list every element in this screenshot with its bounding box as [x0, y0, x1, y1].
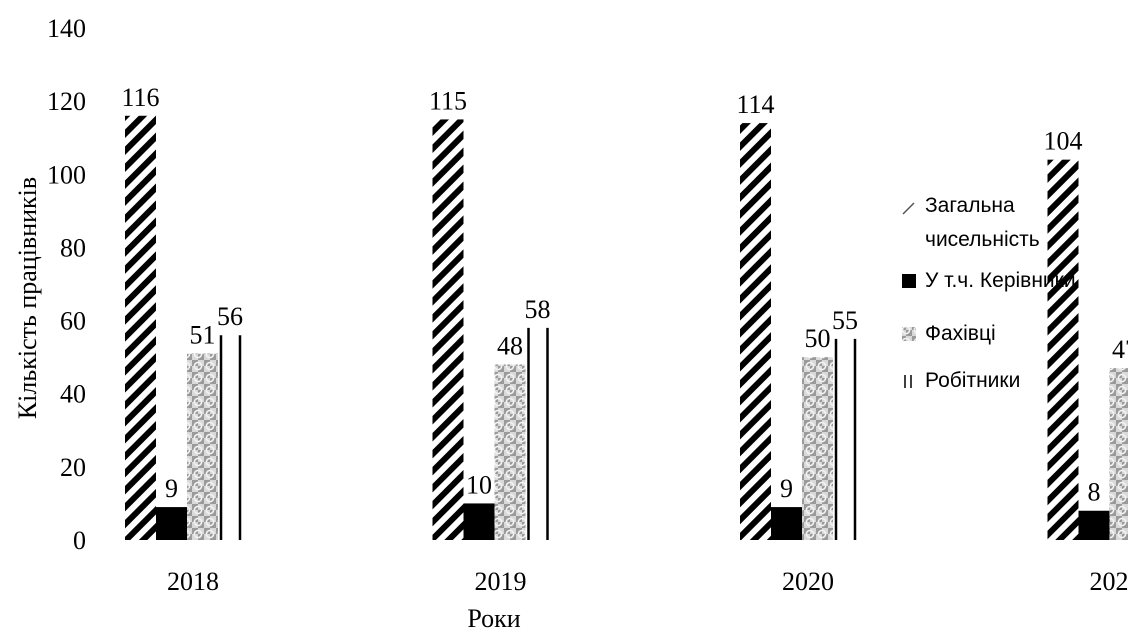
bar-2018-series-1 [156, 507, 187, 540]
legend-label-1: У т.ч. Керівники [925, 269, 1076, 292]
x-tick-label-2021: 2021 [1090, 567, 1128, 596]
y-axis-label: Кількість працівників [13, 177, 42, 419]
bar-2019-series-1 [463, 503, 495, 540]
data-label-2019-series-2: 48 [497, 331, 523, 360]
x-axis: 20182019202020212022 [167, 567, 1128, 596]
legend-swatch-0 [902, 202, 915, 215]
legend-label-3: Робітники [925, 369, 1020, 392]
y-tick-label-20: 20 [60, 453, 86, 482]
y-tick-label-100: 100 [47, 160, 86, 189]
bar-2021-series-2 [1109, 368, 1128, 540]
y-axis: 0 20 40 60 80 100 120 140 [47, 14, 86, 555]
data-label-2020-series-2: 50 [805, 324, 831, 353]
data-label-2019-series-0: 115 [429, 86, 467, 115]
legend-item-0: Загальна чисельність [902, 194, 1040, 251]
x-axis-label: Роки [467, 604, 520, 633]
bar-2018-series-2 [187, 353, 218, 540]
data-label-2018-series-3: 56 [217, 302, 243, 331]
y-tick-label-0: 0 [73, 526, 86, 555]
data-label-2019-series-3: 58 [525, 295, 551, 324]
data-label-2020-series-1: 9 [780, 474, 793, 503]
bar-2018-series-0 [125, 115, 156, 541]
legend-label-0: Загальна чисельність [925, 194, 1040, 251]
y-tick-label-120: 120 [47, 87, 86, 116]
data-label-2021-series-0: 104 [1044, 127, 1083, 156]
data-label-2018-series-1: 9 [165, 474, 178, 503]
y-tick-label-40: 40 [60, 380, 86, 409]
y-tick-label-140: 140 [47, 14, 86, 43]
legend-label-2: Фахівці [925, 322, 996, 345]
legend-item-1: У т.ч. Керівники [902, 269, 1076, 292]
data-label-2019-series-1: 10 [466, 470, 492, 499]
y-tick-label-60: 60 [60, 307, 86, 336]
value-labels: 1169515611510485811495055104847491068485… [121, 83, 1128, 507]
data-label-2021-series-2: 47 [1112, 335, 1128, 364]
bar-2020-series-2 [802, 357, 833, 540]
x-tick-label-2018: 2018 [167, 567, 219, 596]
bar-2021-series-1 [1078, 510, 1110, 540]
data-label-2018-series-0: 116 [121, 83, 159, 112]
data-label-2020-series-3: 55 [832, 306, 858, 335]
bar-2020-series-1 [771, 507, 802, 540]
legend-item-3: Робітники [904, 369, 1020, 392]
data-label-2021-series-1: 8 [1088, 478, 1101, 507]
bar-2019-series-2 [494, 364, 526, 540]
x-tick-label-2019: 2019 [475, 567, 527, 596]
bar-2019-series-0 [432, 119, 464, 540]
legend: Загальна чисельність У т.ч. Керівники Фахів… [902, 194, 1076, 392]
x-tick-label-2020: 2020 [782, 567, 834, 596]
bar-2021-series-0 [1047, 159, 1079, 540]
data-label-2018-series-2: 51 [190, 320, 216, 349]
legend-item-2: Фахівці [902, 322, 996, 345]
bar-2020-series-0 [740, 123, 771, 540]
bars [125, 115, 1128, 541]
data-label-2020-series-0: 114 [736, 90, 774, 119]
y-tick-label-80: 80 [60, 233, 86, 262]
legend-swatch-2 [902, 327, 916, 341]
legend-swatch-1 [902, 274, 916, 288]
